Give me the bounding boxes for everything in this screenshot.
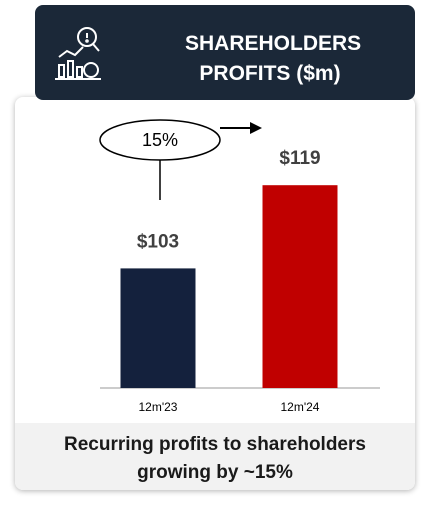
- header: SHAREHOLDERS PROFITS ($m): [35, 5, 415, 100]
- bar: [120, 268, 196, 388]
- caption: Recurring profits to shareholders growin…: [64, 434, 366, 483]
- bar: [262, 185, 338, 388]
- footer: Recurring profits to shareholders growin…: [15, 423, 415, 490]
- arrow-head: [250, 122, 262, 134]
- icon: [55, 27, 101, 80]
- chart: 15% 12m'23 $103 12m'24 $119: [99, 119, 380, 414]
- chart-title: SHAREHOLDERS PROFITS ($m): [185, 32, 362, 85]
- x-tick-label: 12m'23: [139, 400, 178, 414]
- x-tick-label: 12m'24: [281, 400, 320, 414]
- annotation: 15%: [142, 130, 178, 150]
- value-label: $119: [279, 148, 320, 169]
- value-label: $103: [137, 231, 179, 252]
